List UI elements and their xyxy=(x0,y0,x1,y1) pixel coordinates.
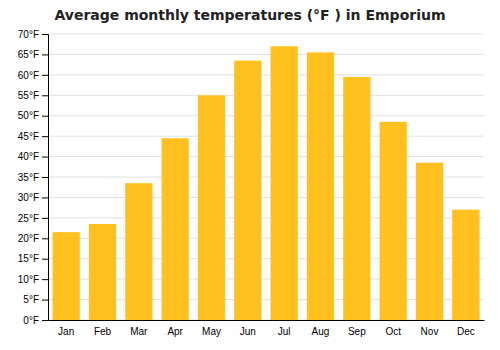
tick-mark xyxy=(42,136,48,137)
tick: Jun xyxy=(240,326,256,337)
tick-label: Sep xyxy=(348,326,366,337)
tick-label: 70°F xyxy=(18,29,39,40)
tick: May xyxy=(202,326,221,337)
x-axis: Jan Feb Mar Apr May Jun Jul Aug Sep Oct Nov Dec xyxy=(49,321,485,338)
tick-mark xyxy=(42,218,48,219)
chart-svg: 0°F 5°F 10°F 15°F 20°F 25°F 30°F 35°F 40°F 45°F 50… xyxy=(0,0,500,350)
bar xyxy=(416,163,443,320)
tick-label: Mar xyxy=(130,326,148,337)
tick: Jul xyxy=(278,326,291,337)
tick: Nov xyxy=(421,326,439,337)
tick: 50°F xyxy=(18,110,48,121)
tick: 15°F xyxy=(18,253,48,264)
tick-mark xyxy=(42,157,48,158)
tick-label: 20°F xyxy=(18,233,39,244)
tick-label: Oct xyxy=(385,326,401,337)
bar xyxy=(162,138,189,320)
tick-label: 0°F xyxy=(23,315,39,326)
bar xyxy=(452,210,479,320)
y-axis: 0°F 5°F 10°F 15°F 20°F 25°F 30°F 35°F 40°F 45°F 50… xyxy=(18,29,49,326)
tick: 30°F xyxy=(18,192,48,203)
bar xyxy=(307,52,334,320)
tick: 60°F xyxy=(18,70,48,81)
tick-label: 30°F xyxy=(18,192,39,203)
tick-label: 60°F xyxy=(18,70,39,81)
tick-mark xyxy=(42,177,48,178)
tick-label: Nov xyxy=(421,326,439,337)
tick: 20°F xyxy=(18,233,48,244)
bar xyxy=(53,232,80,320)
tick-label: 65°F xyxy=(18,49,39,60)
tick: 10°F xyxy=(18,274,48,285)
grid xyxy=(48,34,484,320)
tick-label: 15°F xyxy=(18,253,39,264)
tick-mark xyxy=(42,75,48,76)
plot-area: 0°F 5°F 10°F 15°F 20°F 25°F 30°F 35°F 40°F 45°F 50… xyxy=(18,29,485,337)
tick-mark xyxy=(42,320,48,321)
grid-line xyxy=(48,95,484,96)
tick-label: Jun xyxy=(240,326,256,337)
tick-label: 10°F xyxy=(18,274,39,285)
bar xyxy=(234,61,261,320)
tick-label: 40°F xyxy=(18,151,39,162)
grid-line xyxy=(48,34,484,35)
tick-label: 35°F xyxy=(18,172,39,183)
tick-label: Aug xyxy=(312,326,330,337)
tick-label: 55°F xyxy=(18,90,39,101)
tick-mark xyxy=(42,34,48,35)
tick: Apr xyxy=(167,326,183,337)
tick: 55°F xyxy=(18,90,48,101)
bar xyxy=(198,95,225,320)
tick-mark xyxy=(42,300,48,301)
tick: Sep xyxy=(348,326,366,337)
tick: 5°F xyxy=(23,294,48,305)
tick-label: Apr xyxy=(167,326,183,337)
tick: Mar xyxy=(130,326,148,337)
tick-label: 45°F xyxy=(18,131,39,142)
tick: Oct xyxy=(385,326,401,337)
bar xyxy=(380,122,407,320)
bars xyxy=(53,46,480,320)
tick-label: Jan xyxy=(58,326,74,337)
tick-label: 50°F xyxy=(18,110,39,121)
tick: 65°F xyxy=(18,49,48,60)
tick-mark xyxy=(42,279,48,280)
tick-label: Dec xyxy=(457,326,475,337)
tick-mark xyxy=(42,238,48,239)
tick-label: May xyxy=(202,326,221,337)
axis-line xyxy=(49,320,485,321)
tick: Aug xyxy=(312,326,330,337)
grid-line xyxy=(48,156,484,157)
tick-mark xyxy=(42,116,48,117)
tick-label: 5°F xyxy=(23,294,39,305)
bar xyxy=(125,183,152,320)
tick: 70°F xyxy=(18,29,48,40)
tick-mark xyxy=(42,259,48,260)
tick-mark xyxy=(42,197,48,198)
tick: 35°F xyxy=(18,172,48,183)
tick-label: 25°F xyxy=(18,213,39,224)
tick-mark xyxy=(42,95,48,96)
tick: Jan xyxy=(58,326,74,337)
tick: 40°F xyxy=(18,151,48,162)
grid-line xyxy=(48,136,484,137)
tick-mark xyxy=(42,54,48,55)
tick: Dec xyxy=(457,326,475,337)
bar xyxy=(343,77,370,320)
title: Average monthly temperatures (°F ) in Em… xyxy=(54,7,445,23)
bar xyxy=(271,46,298,320)
bar xyxy=(89,224,116,320)
tick: 25°F xyxy=(18,213,48,224)
tick-label: Jul xyxy=(278,326,291,337)
axis-line xyxy=(42,35,49,321)
grid-line xyxy=(48,115,484,116)
tick-label: Feb xyxy=(94,326,112,337)
tick: 0°F xyxy=(23,315,48,326)
chart-container: 0°F 5°F 10°F 15°F 20°F 25°F 30°F 35°F 40°F 45°F 50… xyxy=(0,0,500,350)
grid-line xyxy=(48,54,484,55)
tick: 45°F xyxy=(18,131,48,142)
tick: Feb xyxy=(94,326,112,337)
grid-line xyxy=(48,74,484,75)
